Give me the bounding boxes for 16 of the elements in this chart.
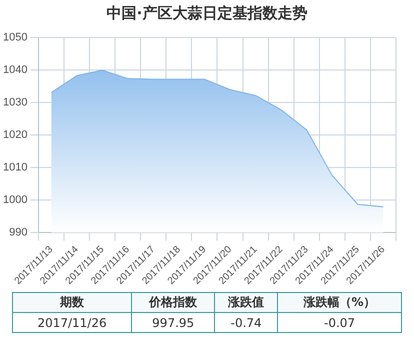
text: 涨跌幅（%） (278, 292, 402, 312)
text: 价格指数 (132, 292, 215, 312)
y-tick-label: 1040 (2, 64, 28, 76)
y-tick-label: 1030 (2, 96, 28, 109)
text: -0.07 (278, 312, 402, 332)
y-tick-label: 1010 (2, 162, 28, 174)
text: 涨跌值 (214, 292, 278, 312)
y-tick-label: 990 (9, 226, 28, 239)
text: -0.74 (214, 312, 278, 332)
text: 997.95 (132, 312, 215, 332)
chart-title: 中国·产区大蒜日定基指数走势 (106, 4, 308, 23)
text: 期数 (12, 292, 132, 312)
y-tick-label: 1000 (2, 194, 28, 206)
text: 2017/11/26 (12, 312, 132, 332)
y-tick-label: 1020 (2, 129, 28, 142)
y-tick-label: 1050 (2, 32, 28, 44)
